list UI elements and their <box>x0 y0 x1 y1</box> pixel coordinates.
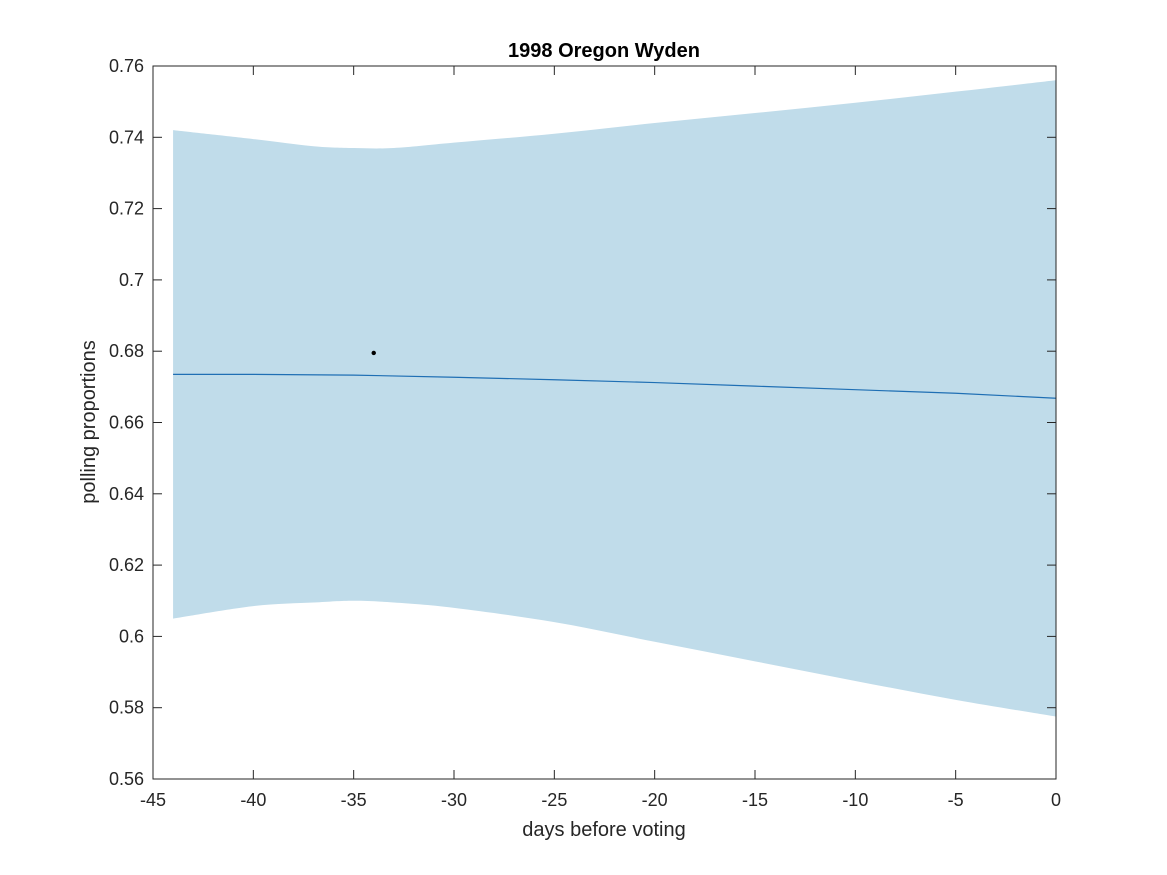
x-tick-label: -20 <box>642 790 668 810</box>
y-tick-label: 0.62 <box>109 555 144 575</box>
x-tick-label: -10 <box>842 790 868 810</box>
x-tick-label: -15 <box>742 790 768 810</box>
confidence-band <box>173 80 1056 717</box>
y-tick-label: 0.58 <box>109 698 144 718</box>
y-tick-label: 0.6 <box>119 626 144 646</box>
x-tick-label: -25 <box>541 790 567 810</box>
data-point-0 <box>371 350 376 356</box>
plot-area <box>173 80 1057 717</box>
y-axis-label: polling proportions <box>78 340 100 503</box>
y-tick-label: 0.7 <box>119 270 144 290</box>
x-tick-label: -35 <box>341 790 367 810</box>
series-line-0 <box>173 373 1057 399</box>
y-tick-label: 0.76 <box>109 56 144 76</box>
x-tick-label: -45 <box>140 790 166 810</box>
x-tick-label: -40 <box>240 790 266 810</box>
axes: -45 -40 -35 -30 -25 -20 -15 -10 -5 0 0.56 0.58 0.6 0.… <box>109 56 1061 810</box>
y-tick-label: 0.74 <box>109 127 144 147</box>
y-tick-label: 0.56 <box>109 769 144 789</box>
x-axis-label: days before voting <box>522 819 685 841</box>
x-tick-label: -5 <box>948 790 964 810</box>
x-tick-label: -30 <box>441 790 467 810</box>
y-tick-label: 0.68 <box>109 341 144 361</box>
x-tick-label: 0 <box>1051 790 1061 810</box>
y-tick-label: 0.66 <box>109 413 144 433</box>
y-tick-label: 0.64 <box>109 484 144 504</box>
chart-title: 1998 Oregon Wyden <box>508 40 700 62</box>
y-tick-label: 0.72 <box>109 199 144 219</box>
